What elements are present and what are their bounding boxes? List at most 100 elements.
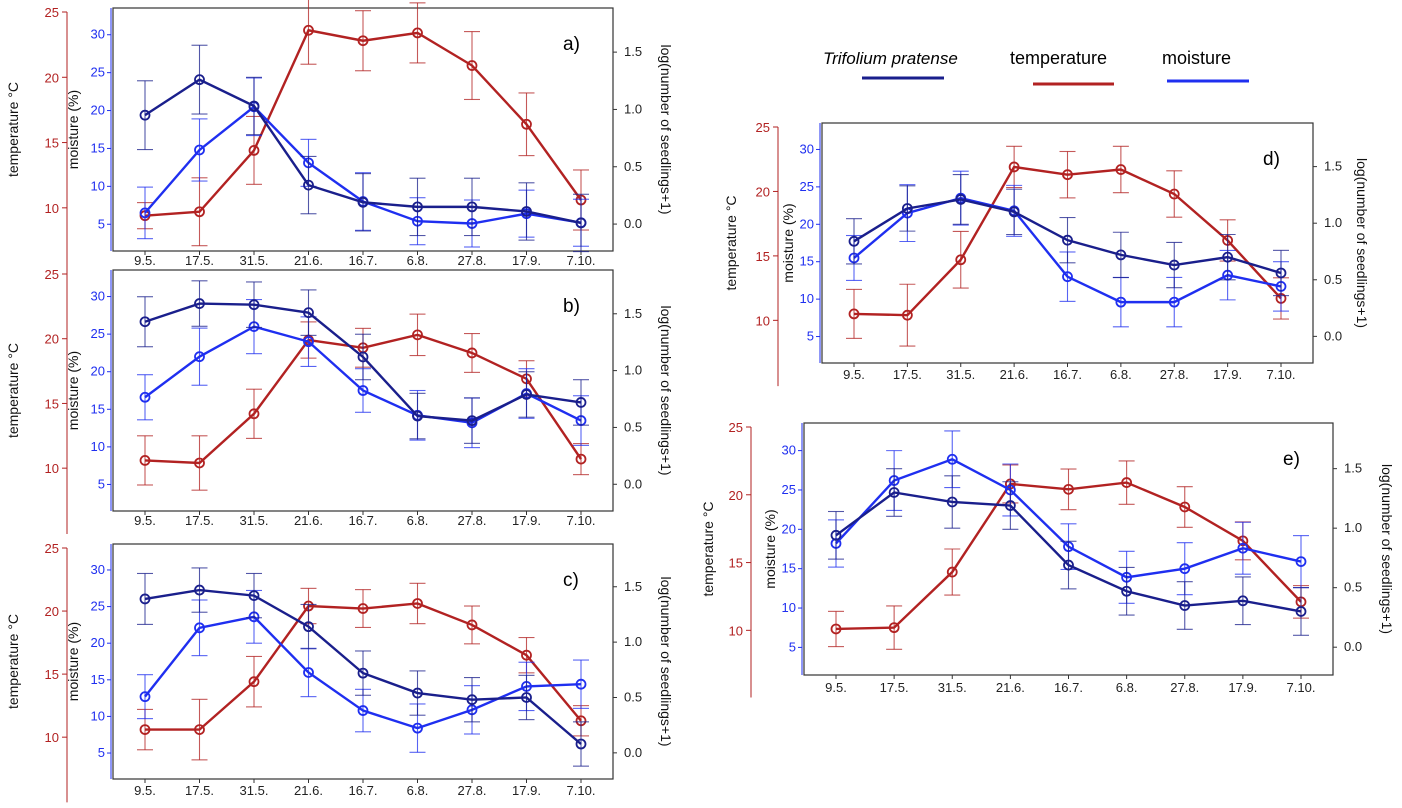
species-line (144, 588, 582, 745)
temperature-marker (521, 118, 532, 130)
moisture-marker (1062, 271, 1073, 283)
species-marker (521, 206, 532, 217)
seedlings-tick-label: 1.5 (1324, 159, 1342, 174)
moisture-tick-label: 10 (800, 291, 814, 306)
legend-species-label: Trifolium pratense (823, 49, 958, 68)
temperature-tick-label: 20 (45, 604, 59, 619)
moisture-marker (1168, 296, 1180, 308)
temperature-marker (830, 623, 842, 635)
temperature-marker (139, 454, 151, 466)
species-marker (248, 299, 260, 311)
moisture-marker (1295, 556, 1307, 567)
moisture-tick-label: 15 (800, 254, 814, 269)
chart-panel-b: 10 15 20 25 5 10 15 20 25 30 0.0 0.5 1.0 1.5 9.5. 17.5.… (5, 267, 674, 535)
x-tick-label: 6.8. (1116, 680, 1138, 695)
species-marker (1237, 595, 1249, 607)
species-marker (848, 235, 860, 247)
x-tick-label: 6.8. (407, 513, 429, 528)
moisture-marker (194, 144, 205, 156)
x-tick-label: 17.9. (512, 253, 541, 268)
temperature-tick-label: 15 (756, 249, 770, 264)
species-series (846, 173, 1289, 297)
moisture-axis-title: moisture (%) (65, 351, 81, 430)
species-marker (1295, 606, 1307, 617)
species-series (137, 280, 589, 444)
seedlings-axis-title: log(number of seedlings+1) (658, 576, 674, 746)
temperature-marker (303, 24, 314, 36)
moisture-tick-label: 20 (782, 521, 796, 536)
x-tick-label: 21.6. (996, 680, 1025, 695)
x-tick-label: 27.8. (458, 513, 487, 528)
x-tick-label: 9.5. (134, 253, 156, 268)
species-marker (1168, 259, 1180, 271)
species-marker (1121, 585, 1133, 597)
temperature-marker (194, 457, 205, 469)
moisture-tick-label: 20 (800, 216, 814, 231)
moisture-tick-label: 15 (91, 401, 105, 416)
species-marker (1115, 249, 1127, 261)
x-tick-label: 16.7. (1053, 367, 1082, 382)
species-marker (830, 529, 842, 541)
species-marker (575, 217, 587, 229)
temperature-marker (955, 254, 967, 266)
panel-label: c) (563, 570, 579, 591)
chart-panel-e: 10 15 20 25 5 10 15 20 25 30 0.0 0.5 1.0 1.5 9.5. 17.5.… (700, 420, 1395, 698)
temperature-marker (521, 649, 532, 661)
temperature-line (835, 481, 1302, 631)
moisture-marker (139, 207, 151, 219)
species-marker (139, 109, 151, 121)
x-tick-label: 31.5. (240, 513, 269, 528)
x-tick-label: 27.8. (1160, 367, 1189, 382)
x-tick-label: 21.6. (294, 253, 323, 268)
moisture-marker (412, 722, 423, 734)
seedlings-tick-label: 1.0 (624, 101, 642, 116)
moisture-tick-label: 25 (800, 179, 814, 194)
species-line (853, 198, 1282, 275)
panel-label: b) (563, 296, 580, 317)
x-tick-label: 6.8. (407, 783, 429, 798)
moisture-marker (1115, 296, 1127, 308)
moisture-tick-label: 15 (91, 672, 105, 687)
species-marker (303, 621, 314, 633)
x-tick-label: 17.5. (185, 253, 214, 268)
chart-panel-a: 10 15 20 25 5 10 15 20 25 30 0.0 0.5 1.0 1.5 9.5. 17.5.… (5, 0, 674, 274)
seedlings-axis-title: log(number of seedlings+1) (1379, 464, 1395, 634)
seedlings-tick-label: 0.5 (624, 689, 642, 704)
temperature-marker (248, 408, 260, 420)
moisture-marker (139, 391, 151, 403)
moisture-marker (139, 691, 151, 703)
moisture-tick-label: 5 (789, 639, 796, 654)
species-marker (303, 307, 314, 319)
species-line (835, 491, 1302, 613)
species-marker (1222, 251, 1234, 263)
temperature-tick-label: 20 (45, 70, 59, 85)
moisture-tick-label: 5 (98, 745, 105, 760)
species-marker (1275, 267, 1287, 279)
x-tick-label: 9.5. (134, 783, 156, 798)
species-marker (466, 415, 478, 427)
species-line (144, 78, 582, 225)
seedlings-tick-label: 0.0 (624, 476, 642, 491)
moisture-tick-label: 30 (91, 289, 105, 304)
species-marker (139, 316, 151, 328)
moisture-tick-label: 30 (782, 443, 796, 458)
x-tick-label: 7.10. (1267, 367, 1296, 382)
temperature-marker (575, 453, 587, 465)
legend: Trifolium pratense temperature moisture (823, 48, 1249, 86)
temperature-tick-label: 15 (45, 396, 59, 411)
temperature-tick-label: 20 (756, 184, 770, 199)
temperature-marker (848, 308, 860, 320)
moisture-tick-label: 10 (91, 708, 105, 723)
species-series (137, 567, 589, 767)
x-tick-label: 17.5. (185, 783, 214, 798)
species-marker (1179, 600, 1191, 611)
temperature-tick-label: 10 (45, 461, 59, 476)
moisture-marker (194, 622, 205, 634)
temperature-series (137, 582, 589, 761)
temperature-marker (466, 347, 478, 359)
x-tick-label: 7.10. (567, 783, 596, 798)
seedlings-tick-label: 1.0 (1344, 520, 1362, 535)
temperature-marker (946, 566, 958, 578)
